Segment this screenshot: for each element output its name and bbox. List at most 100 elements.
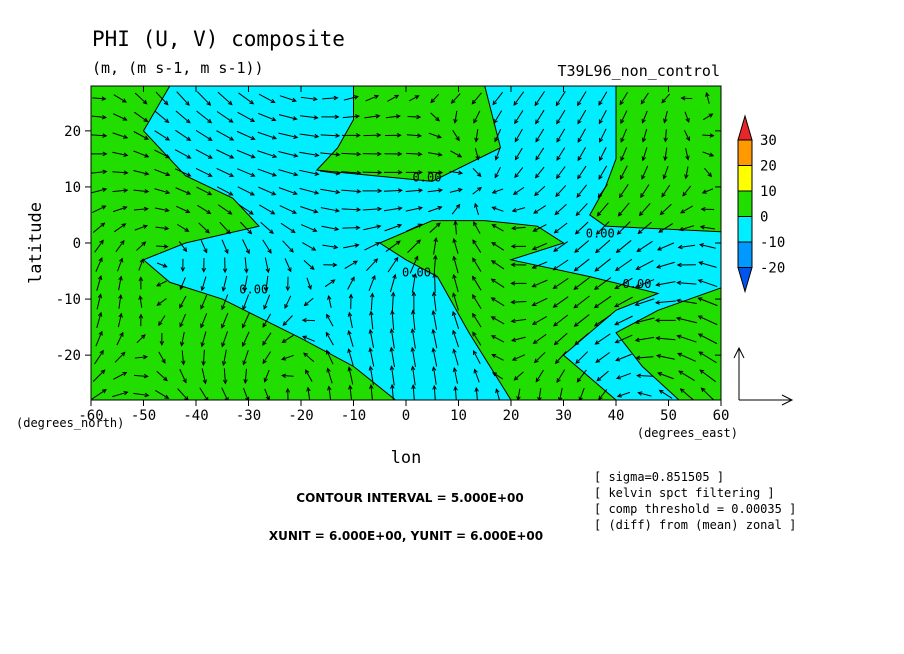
wind-vector [175, 187, 192, 195]
wind-vector [409, 255, 419, 274]
y-axis-label: latitude [26, 202, 46, 284]
wind-vector [279, 95, 297, 103]
wind-vector [347, 348, 354, 366]
wind-vector [555, 166, 566, 180]
colorbar-swatch [737, 165, 753, 192]
wind-vector [531, 279, 548, 288]
wind-vector [472, 168, 482, 178]
wind-vector [96, 293, 103, 310]
wind-vector [491, 206, 504, 212]
wind-vector [641, 128, 648, 143]
wind-vector [513, 371, 524, 381]
y-tick-label: 10 [64, 180, 81, 196]
wind-vector [661, 93, 671, 104]
positive-region [315, 86, 502, 182]
wind-vector [598, 388, 608, 400]
wind-vector [302, 242, 317, 251]
wind-vector [154, 168, 171, 177]
wind-vector [615, 372, 631, 380]
wind-vector [620, 110, 628, 125]
wind-vector [324, 279, 336, 288]
wind-vector [264, 257, 270, 274]
wind-vector [594, 239, 611, 254]
wind-vector [175, 129, 192, 141]
wind-vector [389, 328, 395, 349]
wind-vector [676, 262, 696, 268]
wind-vector [553, 314, 569, 327]
y-tick-label: 0 [73, 236, 81, 252]
wind-vector [343, 243, 360, 249]
wind-vector [490, 278, 505, 288]
wind-vector [196, 91, 212, 106]
colorbar-cap-top [737, 114, 753, 141]
wind-vector [369, 310, 374, 330]
wind-vector [196, 186, 213, 196]
wind-vector [472, 186, 482, 195]
wind-vector [654, 318, 676, 323]
positive-region [615, 287, 721, 400]
wind-vector [325, 331, 334, 346]
wind-vector [216, 111, 234, 123]
wind-vector [535, 109, 545, 125]
wind-vector [237, 186, 255, 196]
wind-vector [427, 170, 444, 175]
plot-area [91, 86, 721, 400]
positive-region [378, 220, 660, 400]
wind-vector [280, 222, 296, 234]
colorbar-swatch [737, 190, 753, 217]
wind-vector [201, 368, 208, 385]
wind-vector [511, 207, 526, 213]
wind-vector [634, 317, 655, 325]
wind-vector [154, 149, 171, 159]
wind-vector [285, 276, 291, 292]
wind-vector [236, 149, 256, 159]
wind-vector [154, 207, 170, 213]
wind-vector [431, 328, 438, 349]
wind-vector [474, 386, 479, 400]
wind-vector [179, 313, 187, 328]
wind-vector [574, 332, 589, 346]
wind-vector [242, 387, 250, 400]
wind-vector [428, 132, 442, 139]
wind-vector [675, 316, 697, 324]
wind-vector [112, 206, 128, 213]
wind-vector [432, 384, 437, 400]
wind-vector [200, 239, 208, 254]
wind-vector [514, 128, 523, 143]
wind-vector [634, 336, 655, 343]
colorbar-label: 10 [760, 184, 777, 200]
wind-vector [473, 221, 481, 234]
wind-vector [221, 239, 229, 255]
wind-vector [680, 205, 693, 214]
wind-vector [306, 277, 312, 290]
wind-vector [514, 110, 524, 125]
wind-vector [390, 383, 395, 400]
wind-vector [637, 391, 652, 397]
wind-vector [387, 256, 399, 273]
colorbar-label: 20 [760, 159, 777, 175]
wind-vector [258, 186, 277, 196]
wind-vector [433, 237, 438, 255]
wind-vector [408, 95, 420, 102]
wind-vector [136, 334, 146, 344]
wind-vector [594, 333, 611, 345]
wind-vector [431, 291, 437, 312]
wind-vector [96, 275, 103, 291]
wind-vector [242, 239, 250, 255]
wind-vector [452, 237, 459, 254]
wind-vector [453, 385, 458, 400]
wind-vector [303, 352, 315, 362]
wind-vector [431, 309, 438, 330]
wind-vector [678, 225, 695, 232]
wind-vector [195, 168, 213, 177]
x-tick-label: -10 [341, 408, 366, 424]
wind-vector [697, 279, 718, 288]
wind-vector [494, 129, 502, 143]
wind-vector [156, 262, 168, 268]
wind-vector [299, 133, 320, 139]
wind-vector [471, 92, 482, 105]
wind-vector [175, 168, 192, 177]
wind-vector [343, 95, 359, 101]
wind-vector [117, 312, 123, 328]
wind-vector [177, 388, 189, 400]
